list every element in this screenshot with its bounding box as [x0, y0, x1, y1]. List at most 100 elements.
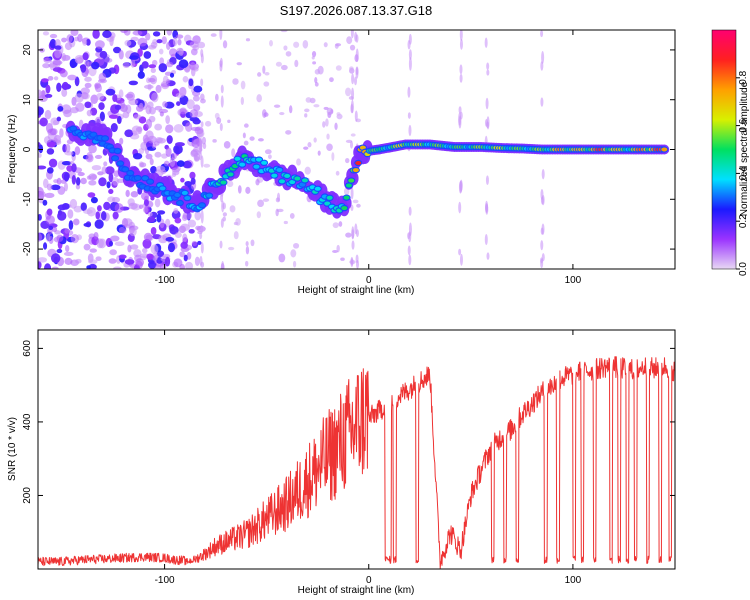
- heatmap-cell: [122, 62, 130, 68]
- heatmap-cell: [350, 140, 354, 149]
- heatmap-cell: [484, 233, 488, 246]
- heatmap-cell: [341, 206, 348, 211]
- heatmap-cell: [242, 132, 246, 139]
- heatmap-cell: [150, 67, 156, 74]
- heatmap-cell: [330, 109, 334, 114]
- heatmap-cell: [332, 249, 338, 253]
- heatmap-cell: [459, 30, 463, 41]
- heatmap-cell: [196, 130, 204, 138]
- heatmap-cell: [91, 61, 100, 70]
- heatmap-cell: [49, 38, 57, 49]
- heatmap-cell: [192, 118, 201, 125]
- heatmap-cell: [80, 64, 87, 73]
- heatmap-cell: [69, 60, 77, 69]
- heatmap-cell: [159, 57, 165, 65]
- heatmap-cell: [109, 249, 117, 256]
- heatmap-cell: [407, 39, 411, 50]
- heatmap-cell: [199, 139, 203, 152]
- heatmap-cell: [85, 38, 91, 46]
- heatmap-cell: [350, 30, 354, 39]
- heatmap-cell: [151, 92, 159, 103]
- heatmap-cell: [407, 232, 411, 240]
- heatmap-cell: [187, 219, 197, 228]
- heatmap-cell: [147, 211, 153, 217]
- heatmap-cell: [355, 34, 359, 43]
- heatmap-cell: [38, 257, 48, 263]
- x-tick-label: 0: [366, 575, 372, 586]
- heatmap-cell: [157, 210, 166, 215]
- heatmap-cell: [155, 84, 162, 93]
- heatmap-cell: [285, 130, 292, 135]
- heatmap-cell: [311, 56, 315, 60]
- heatmap-cell: [189, 40, 199, 49]
- heatmap-cell: [51, 266, 59, 269]
- heatmap-cell: [118, 49, 124, 60]
- heatmap-cell: [84, 101, 92, 109]
- heatmap-cell: [61, 81, 69, 91]
- heatmap-cell: [165, 237, 175, 242]
- heatmap-cell: [176, 47, 184, 55]
- heatmap-cell: [332, 222, 339, 229]
- heatmap-cell: [122, 167, 129, 172]
- heatmap-cell: [173, 144, 183, 155]
- heatmap-cell: [283, 220, 288, 225]
- heatmap-cell: [180, 223, 190, 232]
- heatmap-cell: [51, 226, 58, 232]
- heatmap-cell: [269, 40, 273, 47]
- heatmap-cell: [294, 176, 301, 181]
- heatmap-cell: [541, 51, 545, 64]
- heatmap-cell: [154, 151, 162, 158]
- heatmap-cell: [129, 55, 139, 60]
- heatmap-cell: [176, 101, 181, 106]
- heatmap-cell: [43, 57, 52, 63]
- heatmap-cell: [164, 256, 171, 267]
- heatmap-cell: [45, 215, 55, 225]
- heatmap-cell: [188, 228, 195, 234]
- heatmap-cell: [540, 257, 544, 264]
- spectrogram-y-axis-label: Frequency (Hz): [7, 115, 18, 184]
- heatmap-cell: [249, 136, 255, 141]
- heatmap-cell: [44, 93, 53, 98]
- heatmap-cell: [359, 145, 366, 150]
- heatmap-cell: [169, 157, 176, 168]
- heatmap-cell: [351, 87, 355, 101]
- heatmap-cell: [186, 99, 195, 110]
- heatmap-cell: [117, 161, 124, 166]
- heatmap-cell: [65, 143, 71, 153]
- heatmap-cell: [63, 251, 74, 256]
- x-tick-label: 100: [565, 575, 582, 586]
- heatmap-cell: [74, 93, 84, 103]
- heatmap-cell: [324, 201, 331, 206]
- heatmap-cell: [98, 177, 107, 187]
- heatmap-cell: [275, 61, 282, 67]
- heatmap-cell: [38, 260, 42, 269]
- heatmap-cell: [178, 59, 189, 69]
- heatmap-cell: [257, 72, 262, 77]
- heatmap-cell: [108, 188, 114, 195]
- heatmap-cell: [48, 225, 54, 231]
- heatmap-cell: [267, 154, 272, 160]
- heatmap-cell: [84, 82, 92, 89]
- heatmap-cell: [336, 244, 340, 253]
- heatmap-cell: [288, 105, 293, 114]
- heatmap-cell: [63, 172, 70, 182]
- heatmap-cell: [63, 182, 68, 192]
- heatmap-cell: [408, 254, 412, 266]
- heatmap-cell: [200, 48, 204, 58]
- heatmap-cell: [103, 57, 113, 63]
- heatmap-cell: [96, 205, 102, 212]
- heatmap-cell: [154, 123, 163, 131]
- heatmap-cell: [56, 234, 64, 242]
- heatmap-cell: [128, 202, 138, 210]
- heatmap-cell: [263, 112, 269, 117]
- heatmap-cell: [56, 248, 63, 254]
- snr-y-ticks: 200 400 600: [22, 340, 675, 504]
- colorbar-ticks: 0.0 0.2 0.4 0.6 0.8: [736, 70, 749, 276]
- heatmap-cell: [145, 153, 153, 160]
- heatmap-cell: [141, 247, 148, 254]
- heatmap-cell: [179, 95, 189, 106]
- heatmap-cell: [264, 71, 270, 76]
- heatmap-cell: [184, 196, 191, 201]
- heatmap-cell: [151, 143, 157, 149]
- heatmap-cell: [125, 93, 134, 99]
